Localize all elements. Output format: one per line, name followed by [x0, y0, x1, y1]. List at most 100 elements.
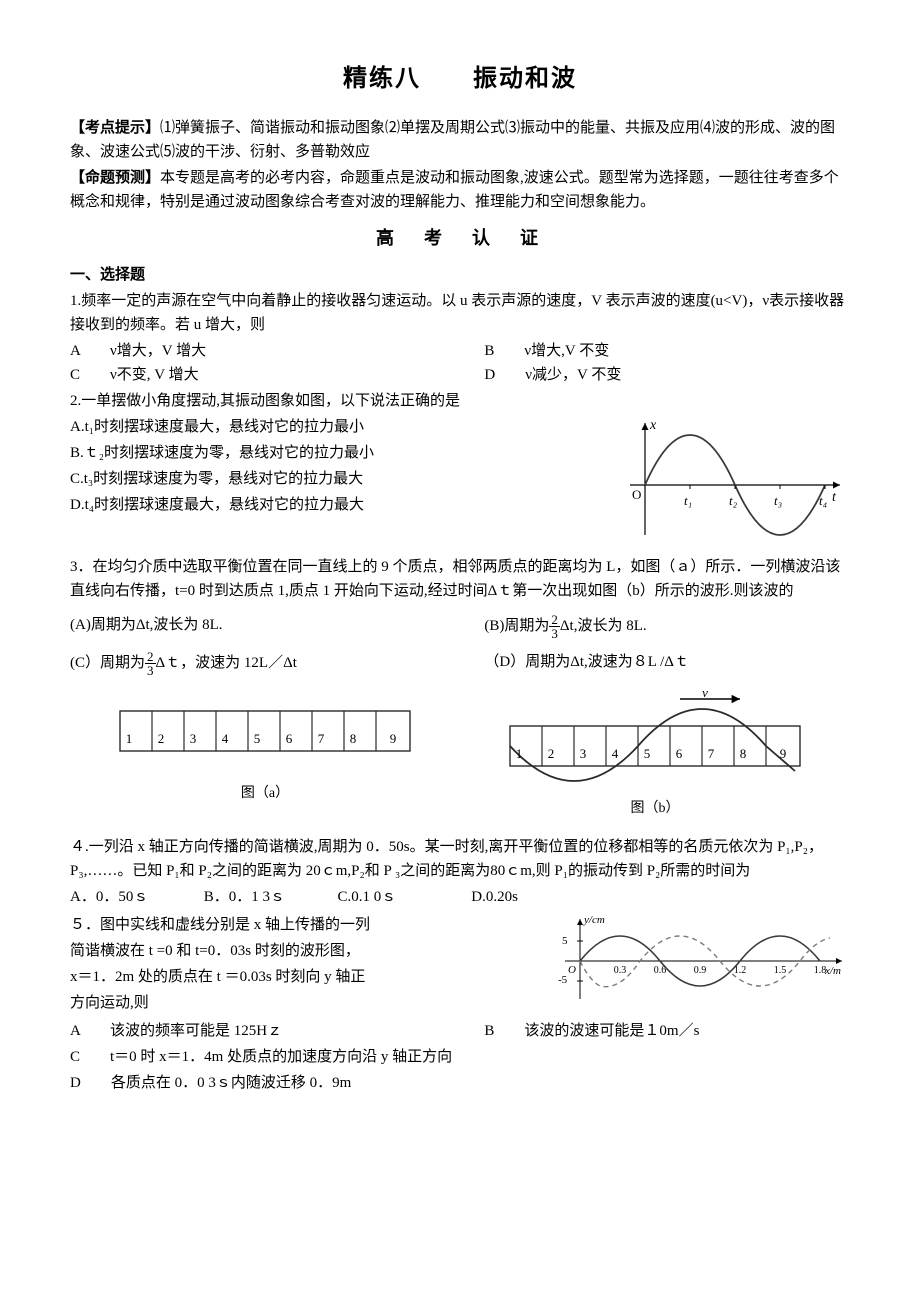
q4-options: A．0．50ｓ B．0．1 3ｓ C.0.1 0ｓ D.0.20s — [70, 885, 850, 909]
q1-stem: 1.频率一定的声源在空气中向着静止的接收器匀速运动。以 u 表示声源的速度，V … — [70, 289, 850, 337]
frac-den: 3 — [145, 664, 156, 677]
frac-den: 3 — [549, 627, 560, 640]
kaodian-para: 【考点提示】⑴弹簧振子、简谐振动和振动图象⑵单摆及周期公式⑶振动中的能量、共振及… — [70, 116, 850, 164]
q3-figures: 1 2 3 4 5 6 7 8 9 图（a） v — [70, 691, 850, 820]
q3c-post: Δｔ，波速为 12L／Δt — [156, 655, 297, 671]
q1-opt-d: D ν减少，V 不变 — [484, 363, 621, 387]
q3-opt-d: （D）周期为Δt,波速为８L /Δｔ — [484, 650, 689, 677]
pt5: 5 — [254, 731, 261, 746]
pt4: 4 — [222, 731, 229, 746]
pt4: 4 — [612, 746, 619, 761]
frac-num: 2 — [145, 650, 156, 664]
axis-x-label: x — [649, 418, 657, 433]
q3-stem: 3．在均匀介质中选取平衡位置在同一直线上的 9 个质点，相邻两质点的距离均为 L… — [70, 555, 850, 603]
xt3: 0.9 — [694, 965, 707, 976]
t4-label: t₄ — [819, 493, 828, 508]
mingti-para: 【命题预测】本专题是高考的必考内容，命题重点是波动和振动图象,波速公式。题型常为… — [70, 166, 850, 214]
xt4: 1.2 — [734, 965, 747, 976]
q5-l1: ５．图中实线和虚线分别是 x 轴上传播的一列 — [70, 913, 542, 937]
q5-l3: x＝1．2m 处的质点在 t ＝0.03s 时刻向 y 轴正 — [70, 965, 542, 989]
q2-figure: x t O t₁ t₂ t₃ t₄ — [610, 415, 850, 553]
pt1: 1 — [516, 746, 523, 761]
pt3: 3 — [580, 746, 587, 761]
q2-svg: x t O t₁ t₂ t₃ t₄ — [610, 415, 850, 545]
q4-a: A．0．50ｓ — [70, 885, 200, 909]
fig-a-box: 1 2 3 4 5 6 7 8 9 图（a） — [115, 691, 415, 820]
q3-row2: (C）周期为23Δｔ，波速为 12L／Δt （D）周期为Δt,波速为８L /Δｔ — [70, 650, 850, 677]
frac-2-3-a: 23 — [549, 613, 560, 640]
q5-row1: A 该波的频率可能是 125Hｚ B 该波的波速可能是１0m／s — [70, 1019, 850, 1043]
q5-wrap: ５．图中实线和虚线分别是 x 轴上传播的一列 简谐横波在 t =0 和 t=0．… — [70, 911, 850, 1019]
mingti-label: 【命题预测】 — [70, 170, 160, 186]
fig-b-box: v 1 2 3 4 5 6 7 8 9 图（b） — [505, 691, 805, 820]
ytick-5: -5 — [558, 974, 568, 986]
pt2: 2 — [158, 731, 165, 746]
q3-row1: (A)周期为Δt,波长为 8L. (B)周期为23Δt,波长为 8L. — [70, 613, 850, 640]
t3-label: t₃ — [774, 493, 782, 508]
q3-opt-a: (A)周期为Δt,波长为 8L. — [70, 613, 444, 640]
q1-options-row2: C ν不变, V 增大 D ν减少，V 不变 — [70, 363, 850, 387]
q4-stem: ４.一列沿 x 轴正方向传播的简谐横波,周期为 0．50s。某一时刻,离开平衡位… — [70, 835, 850, 883]
q3b-post: Δt,波长为 8L. — [560, 618, 647, 634]
q5-a: A 该波的频率可能是 125Hｚ — [70, 1019, 444, 1043]
frac-2-3-b: 23 — [145, 650, 156, 677]
y-label: y/cm — [583, 914, 605, 926]
fig-b-caption: 图（b） — [505, 798, 805, 820]
q1-opt-a: A ν增大，V 增大 — [70, 339, 444, 363]
q5-text: ５．图中实线和虚线分别是 x 轴上传播的一列 简谐横波在 t =0 和 t=0．… — [70, 911, 542, 1017]
t1-label: t₁ — [684, 493, 692, 508]
q3-opt-c: (C）周期为23Δｔ，波速为 12L／Δt — [70, 650, 444, 677]
pt7: 7 — [708, 746, 715, 761]
pt6: 6 — [286, 731, 293, 746]
q4-b: B．0．1 3ｓ — [204, 885, 334, 909]
mingti-text: 本专题是高考的必考内容，命题重点是波动和振动图象,波速公式。题型常为选择题，一题… — [70, 170, 839, 210]
q1-opt-c: C ν不变, V 增大 — [70, 363, 444, 387]
q1-opt-b: B ν增大,V 不变 — [484, 339, 609, 363]
pt1: 1 — [126, 731, 133, 746]
q5-c: C t＝0 时 x＝1．4m 处质点的加速度方向沿 y 轴正方向 — [70, 1045, 850, 1069]
v-label: v — [702, 691, 708, 700]
xt5: 1.5 — [774, 965, 787, 976]
x-label: x/m — [824, 965, 841, 977]
q5-svg: y/cm x/m O 5 -5 0.3 0.6 0.9 1.2 1.5 1.8 — [550, 911, 850, 1011]
pt5: 5 — [644, 746, 651, 761]
subtitle: 高 考 认 证 — [70, 224, 850, 253]
page-title: 精练八 振动和波 — [70, 60, 850, 98]
q3-opt-b: (B)周期为23Δt,波长为 8L. — [484, 613, 646, 640]
kaodian-text: ⑴弹簧振子、简谐振动和振动图象⑵单摆及周期公式⑶振动中的能量、共振及应用⑷波的形… — [70, 120, 835, 160]
q5-d: D 各质点在 0．0 3ｓ内随波迁移 0．9m — [70, 1071, 850, 1095]
t2-label: t₂ — [729, 493, 738, 508]
axis-t-label: t — [832, 490, 837, 505]
pt7: 7 — [318, 731, 325, 746]
kaodian-label: 【考点提示】 — [70, 120, 160, 136]
ytick5: 5 — [562, 935, 568, 947]
q5-figure: y/cm x/m O 5 -5 0.3 0.6 0.9 1.2 1.5 1.8 — [550, 911, 850, 1019]
q3c-pre: (C）周期为 — [70, 655, 145, 671]
origin-label: O — [632, 487, 641, 502]
wave-curve — [510, 709, 795, 781]
pt2: 2 — [548, 746, 555, 761]
q4-c: C.0.1 0ｓ — [338, 885, 468, 909]
pt9: 9 — [390, 731, 397, 746]
xt2: 0.6 — [654, 965, 667, 976]
fig-a-svg: 1 2 3 4 5 6 7 8 9 — [115, 691, 415, 771]
pt9: 9 — [780, 746, 787, 761]
pt8: 8 — [350, 731, 357, 746]
pt8: 8 — [740, 746, 747, 761]
pt6: 6 — [676, 746, 683, 761]
q5-l2: 简谐横波在 t =0 和 t=0．03s 时刻的波形图， — [70, 939, 542, 963]
q1-options-row1: A ν增大，V 增大 B ν增大,V 不变 — [70, 339, 850, 363]
frac-num: 2 — [549, 613, 560, 627]
q5-l4: 方向运动,则 — [70, 991, 542, 1015]
q2-stem: 2.一单摆做小角度摆动,其振动图象如图，以下说法正确的是 — [70, 389, 850, 413]
q3b-pre: (B)周期为 — [484, 618, 549, 634]
fig-b-svg: v 1 2 3 4 5 6 7 8 9 — [505, 691, 805, 786]
origin-label: O — [568, 964, 576, 976]
fig-a-caption: 图（a） — [115, 783, 415, 805]
xt6: 1.8 — [814, 965, 827, 976]
q4-d: D.0.20s — [471, 885, 571, 909]
pt3: 3 — [190, 731, 197, 746]
xt1: 0.3 — [614, 965, 627, 976]
section-head: 一、选择题 — [70, 263, 850, 287]
q5-b: B 该波的波速可能是１0m／s — [484, 1019, 699, 1043]
